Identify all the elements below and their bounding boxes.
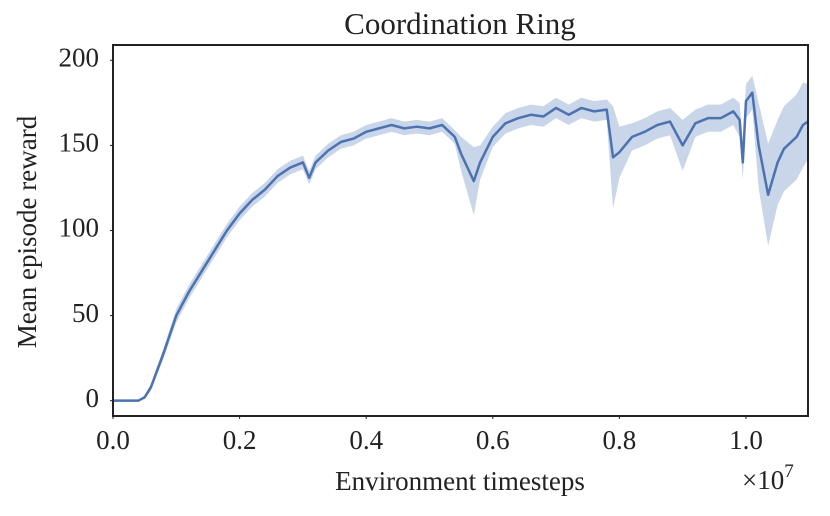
y-tick-label: 0 (86, 383, 100, 413)
y-tick-label: 100 (59, 213, 100, 243)
chart-title: Coordination Ring (344, 6, 576, 41)
x-tick-label: 0.6 (476, 425, 510, 455)
y-axis-label: Mean episode reward (12, 115, 42, 348)
plot-frame (112, 44, 809, 417)
y-tick-label: 150 (59, 128, 100, 158)
band (113, 75, 808, 401)
x-tick-label: 0.8 (603, 425, 637, 455)
x-offset-exp: 7 (784, 461, 794, 482)
y-tick-label: 200 (59, 43, 100, 73)
y-tick-label: 50 (72, 298, 99, 328)
x-offset: ×107 (742, 461, 794, 495)
x-offset-base: ×10 (742, 465, 784, 495)
x-tick-label: 0.0 (96, 425, 130, 455)
x-tick-label: 0.4 (349, 425, 383, 455)
x-axis-label: Environment timesteps (335, 466, 585, 496)
line (113, 91, 809, 402)
x-tick-label: 0.2 (223, 425, 257, 455)
x-tick-label: 1.0 (729, 425, 763, 455)
